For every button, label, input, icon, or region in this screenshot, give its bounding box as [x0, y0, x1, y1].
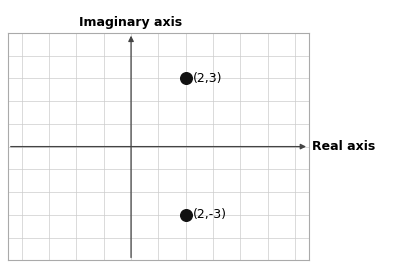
- Text: Imaginary axis: Imaginary axis: [80, 16, 183, 30]
- Text: (2,-3): (2,-3): [192, 208, 227, 221]
- Text: (2,3): (2,3): [192, 72, 222, 85]
- Point: [183, 76, 189, 81]
- Point: [183, 213, 189, 217]
- Text: Real axis: Real axis: [312, 140, 375, 153]
